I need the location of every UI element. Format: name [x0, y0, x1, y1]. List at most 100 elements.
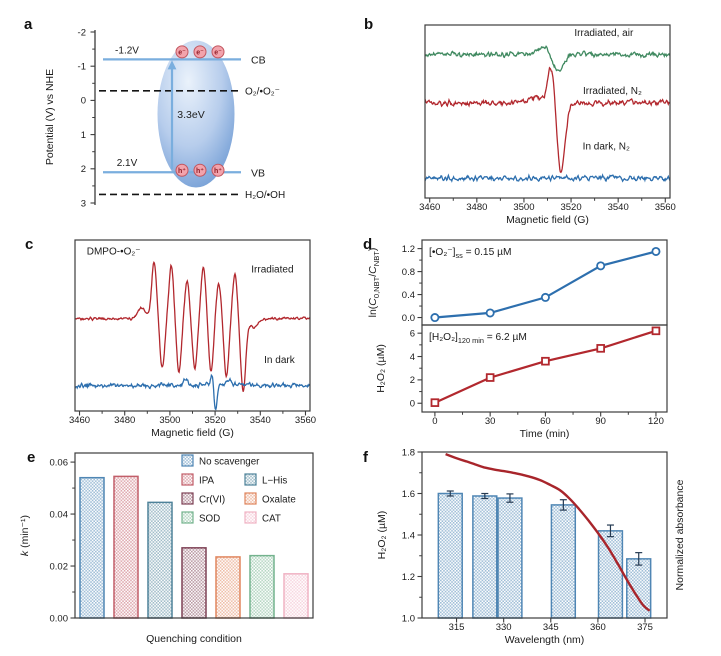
panel-label-b: b	[364, 16, 374, 33]
y-tick-label: 1	[81, 130, 86, 141]
y-axis-label: Potential (V) vs NHE	[44, 69, 56, 165]
annotation: [H₂O₂]120 min = 6.2 µM	[429, 332, 527, 345]
bar	[79, 476, 105, 619]
x-tick-label: 3460	[419, 202, 440, 213]
panel-a-canvas: -2 -1 0 1 2 3 Potential (V) vs NHE O₂/•O₂⁻ H₂O/•…	[44, 27, 285, 209]
panel-label-a: a	[24, 16, 33, 33]
trace-label: In dark, N₂	[583, 142, 630, 153]
x-tick-label: 345	[543, 622, 559, 633]
panel-c-canvas: Irradiated In dark DMPO-•O₂⁻ 3460 3480 3500 35…	[69, 239, 316, 439]
y-tick-label: 0	[410, 399, 415, 410]
legend-swatch	[244, 511, 257, 524]
right-y-axis-label: Normalized absorbance	[674, 479, 686, 590]
y-tick-label: 0.8	[402, 267, 415, 278]
data-line	[434, 250, 657, 319]
cb-potential-label: -1.2V	[115, 45, 139, 56]
y-tick-label: 0.4	[402, 290, 415, 301]
trace-label: Irradiated, N₂	[583, 86, 642, 97]
x-axis-label: Magnetic field (G)	[151, 427, 234, 439]
panel-e-canvas: 0.00 0.02 0.04 0.06 k (min⁻¹) Quenching condi…	[19, 452, 314, 645]
legend-label: Oxalate	[262, 495, 296, 506]
y-axis-label: H₂O₂ (µM)	[375, 344, 387, 393]
bar	[283, 573, 309, 619]
hole-icon	[175, 163, 189, 177]
y-tick-label: 1.8	[402, 447, 415, 458]
epr-trace	[75, 261, 310, 392]
bar	[181, 547, 207, 619]
x-tick-label: 120	[648, 416, 664, 427]
x-tick-label: 330	[496, 622, 512, 633]
data-point	[430, 398, 440, 407]
y-tick-label: 0.06	[50, 457, 69, 468]
bar	[550, 504, 577, 619]
y-tick-label: 1.2	[402, 572, 415, 583]
y-tick-label: 3	[81, 198, 86, 209]
y-axis-label: H₂O₂ (µM)	[376, 511, 388, 560]
trace-label: Irradiated, air	[574, 28, 634, 39]
electron-icon	[211, 45, 225, 59]
x-tick-label: 3560	[295, 415, 316, 426]
carrier-label: e⁻	[178, 49, 186, 56]
panel-label-f: f	[363, 449, 368, 466]
legend-swatch	[181, 511, 194, 524]
bar	[437, 492, 463, 619]
panel-label-c: c	[25, 236, 34, 253]
x-tick-label: 3480	[114, 415, 135, 426]
x-tick-label: 360	[590, 622, 606, 633]
bar	[147, 501, 173, 619]
x-tick-label: 3560	[655, 202, 676, 213]
x-tick-label: 3520	[205, 415, 226, 426]
legend-swatch	[181, 473, 194, 486]
y-axis: 0 2 4 6	[410, 328, 422, 410]
vb-potential-label: 2.1V	[117, 158, 138, 169]
x-tick-label: 3500	[159, 415, 180, 426]
epr-trace	[425, 173, 670, 183]
vb-label: VB	[251, 168, 265, 180]
data-point	[540, 292, 550, 302]
y-axis-label: ln(C0,NBT/CNBT)	[367, 248, 381, 318]
legend-label: L−His	[262, 476, 287, 487]
y-tick-label: 1.2	[402, 244, 415, 255]
y-tick-label: -2	[78, 27, 86, 38]
epr-trace	[75, 373, 310, 411]
x-axis: 315 330 345 360 375 Wavelength (nm)	[449, 618, 653, 646]
x-axis-label: Time (min)	[520, 428, 570, 440]
data-point	[430, 313, 440, 323]
y-axis: 0.0 0.4 0.8 1.2	[402, 244, 422, 324]
x-axis-label: Wavelength (nm)	[505, 634, 585, 646]
legend-label: IPA	[199, 476, 215, 487]
panel-label-d: d	[363, 236, 373, 253]
bar	[113, 475, 139, 619]
legend-swatch	[244, 473, 257, 486]
y-tick-label: 0.0	[402, 313, 415, 324]
x-tick-label: 375	[637, 622, 653, 633]
trace-label: In dark	[264, 355, 296, 366]
carrier-label: h⁺	[214, 167, 222, 175]
panel-d: d [•O₂⁻]ss = 0.15 µM 0.0 0.4 0.8 1.2 ln(C0,NB…	[360, 228, 718, 442]
data-point	[596, 261, 606, 271]
x-tick-label: 0	[432, 416, 437, 427]
absorbance-curve	[445, 452, 651, 612]
panel-label-e: e	[27, 449, 36, 466]
legend-label: Cr(VI)	[199, 495, 225, 506]
cb-label: CB	[251, 54, 266, 66]
x-tick-label: 3460	[69, 415, 90, 426]
plot-frame	[74, 452, 314, 619]
legend-swatch	[181, 492, 194, 505]
y-tick-label: 1.0	[402, 613, 415, 624]
panel-a: a -2 -1 0 1 2 3 Potential (V) vs NHE O₂/•O₂⁻ H₂O…	[15, 10, 355, 228]
legend-label: No scavenger	[199, 457, 260, 468]
carrier-label: e⁻	[214, 49, 222, 56]
x-tick-label: 30	[485, 416, 496, 427]
band-diagram: -2 -1 0 1 2 3 Potential (V) vs NHE O₂/•O₂⁻ H₂O/•…	[44, 27, 285, 209]
carrier-label: h⁺	[196, 167, 204, 175]
hole-icon	[193, 163, 207, 177]
epr-trace	[425, 66, 670, 174]
x-axis-label: Magnetic field (G)	[506, 214, 589, 226]
semiconductor-particle	[157, 40, 235, 188]
x-axis: 3460 3480 3500 3520 3540 3560 Magnetic field (…	[419, 198, 676, 226]
panel-b-canvas: Irradiated, air Irradiated, N₂ In dark, N₂…	[419, 24, 676, 226]
hole-icon	[211, 163, 225, 177]
bar	[249, 554, 275, 619]
